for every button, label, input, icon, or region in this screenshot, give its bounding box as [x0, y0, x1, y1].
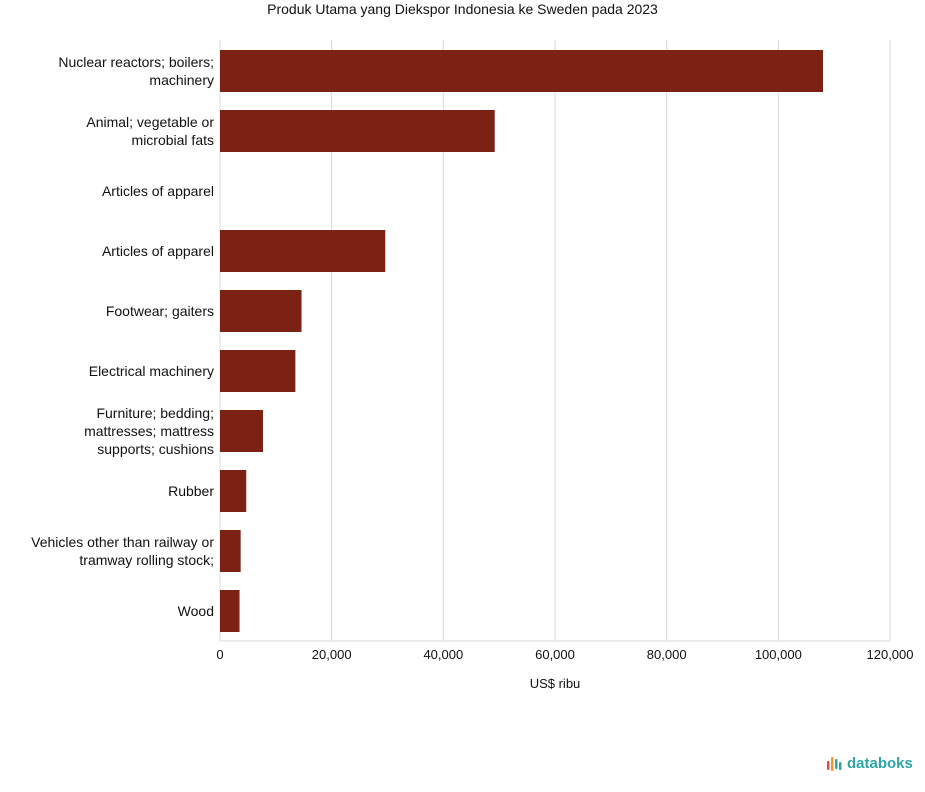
category-label: Footwear; gaiters: [106, 303, 214, 319]
x-tick-label: 80,000: [647, 647, 687, 662]
x-tick-label: 0: [216, 647, 223, 662]
category-labels: Nuclear reactors; boilers; machinery Anima…: [31, 54, 214, 619]
category-label: Furniture; bedding; mattresses; mattress s…: [84, 405, 214, 457]
x-tick-label: 100,000: [755, 647, 802, 662]
bar: [220, 350, 296, 392]
chart-title: Produk Utama yang Diekspor Indonesia ke …: [267, 1, 658, 17]
x-tick-label: 20,000: [312, 647, 352, 662]
category-label: Articles of apparel: [102, 243, 214, 259]
bar: [220, 410, 263, 452]
bars-logo-icon: [827, 757, 842, 771]
bar: [220, 110, 495, 152]
gridlines: [219, 40, 891, 642]
category-label: Animal; vegetable or microbial fats: [86, 114, 214, 148]
category-label: Nuclear reactors; boilers; machinery: [58, 54, 214, 88]
category-label: Electrical machinery: [89, 363, 214, 379]
category-label: Rubber: [168, 483, 214, 499]
bar: [220, 230, 386, 272]
bar: [220, 470, 247, 512]
bar: [220, 290, 302, 332]
bar: [220, 50, 823, 92]
databoks-brand: databoks: [826, 754, 913, 774]
bars: [220, 50, 823, 632]
bar: [220, 590, 240, 632]
brand-name: databoks: [847, 755, 913, 772]
category-label: Vehicles other than railway or tramway ro…: [31, 534, 214, 568]
bar: [220, 530, 241, 572]
x-tick-label: 120,000: [867, 647, 914, 662]
x-tick-labels: 0 20,000 40,000 60,000 80,000 100,000 120,000: [216, 647, 913, 662]
x-tick-label: 60,000: [535, 647, 575, 662]
category-label: Articles of apparel: [102, 183, 214, 199]
x-tick-label: 40,000: [423, 647, 463, 662]
x-axis-title: US$ ribu: [530, 676, 581, 691]
category-label: Wood: [178, 603, 214, 619]
